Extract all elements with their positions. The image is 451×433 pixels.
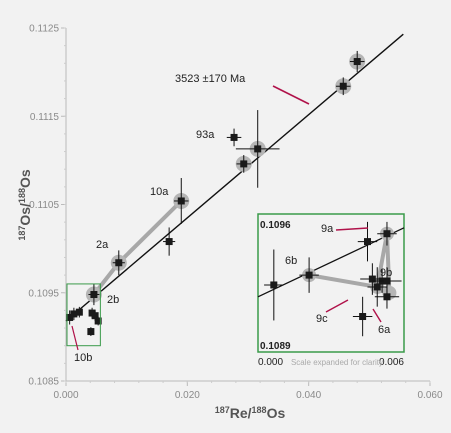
data-point <box>94 316 102 326</box>
inset-data-point <box>374 284 400 309</box>
x-tick-label: 0.020 <box>175 390 200 401</box>
inset-point-marker <box>373 283 381 291</box>
inset-label-6b: 6b <box>285 255 297 267</box>
inset-label-9a: 9a <box>321 223 334 235</box>
inset-caption: Scale expanded for clarity <box>291 358 383 367</box>
inset-point-marker <box>368 275 376 283</box>
inset-label-9c: 9c <box>316 313 328 325</box>
axes: 0.000 0.020 0.040 0.060 0.1085 0.1095 0.1105 0.… <box>17 24 443 422</box>
axis-title-part: 188 <box>17 188 27 203</box>
label-2b: 2b <box>107 294 119 306</box>
point-marker <box>165 238 173 246</box>
data-point <box>226 128 242 147</box>
data-point <box>75 306 83 318</box>
inset-callout-6a <box>372 308 382 323</box>
data-point <box>173 178 189 224</box>
inset-y-max-label: 0.1096 <box>260 220 291 231</box>
axis-title-part: 187 <box>215 405 230 415</box>
inset-point-marker <box>383 293 391 301</box>
label-2a: 2a <box>96 239 109 251</box>
data-point <box>70 307 78 321</box>
point-marker <box>254 145 262 153</box>
data-point <box>235 110 280 188</box>
y-axis-title: 187Os/188Os <box>17 169 33 241</box>
axis-title-part: / <box>17 203 33 207</box>
inset-point-marker <box>383 277 391 285</box>
data-point <box>349 50 365 73</box>
axis-title-part: Re <box>230 405 248 421</box>
label-93a: 93a <box>196 129 215 141</box>
point-marker <box>66 313 74 321</box>
inset-data-point <box>352 296 373 337</box>
point-marker <box>353 58 361 66</box>
x-tick-label: 0.040 <box>296 390 321 401</box>
inset-point-marker <box>364 238 371 246</box>
point-marker <box>87 328 95 336</box>
axis-title-part: Os <box>267 405 286 421</box>
point-marker <box>75 308 83 316</box>
inset-x-min-label: 0.000 <box>258 357 283 368</box>
axis-title-part: Os <box>17 169 33 188</box>
callouts <box>71 85 310 351</box>
y-tick-label: 0.1125 <box>29 24 59 35</box>
inset-point-marker <box>305 271 313 279</box>
point-marker <box>70 310 78 318</box>
data-point <box>236 155 252 173</box>
inset-point-marker <box>383 230 391 238</box>
y-tick-label: 0.1095 <box>28 288 59 299</box>
callout-10b <box>71 325 79 351</box>
data-point <box>66 310 74 325</box>
y-tick-label: 0.1105 <box>29 200 59 211</box>
callout-age <box>272 85 310 105</box>
inset-data-point <box>264 249 284 321</box>
inset-x-max-label: 0.006 <box>379 357 404 368</box>
axis-title-part: 187 <box>17 226 27 241</box>
point-marker <box>240 160 248 168</box>
data-point <box>87 327 95 336</box>
data-point <box>335 77 351 96</box>
data-point <box>112 250 125 276</box>
x-tick-label: 0.000 <box>53 390 78 401</box>
data-point <box>163 227 176 256</box>
inset-gray-path <box>308 231 392 293</box>
inset-callout-9a <box>335 227 369 231</box>
inset-point-marker <box>359 313 367 321</box>
point-marker <box>91 312 99 320</box>
y-tick-label: 0.1085 <box>28 377 59 388</box>
x-axis-title: 187Re/188Os <box>215 405 286 421</box>
x-tick-label: 0.060 <box>417 390 442 401</box>
y-tick-label: 0.1115 <box>30 112 60 123</box>
point-marker <box>230 133 238 141</box>
inset-y-min-label: 0.1089 <box>260 341 291 352</box>
label-age: 3523 ±170 Ma <box>175 73 246 85</box>
point-marker <box>90 291 98 299</box>
inset-callout-9c <box>325 299 349 313</box>
zoom-box <box>66 283 101 347</box>
inset-data-point <box>299 257 319 293</box>
inset-label-6a: 6a <box>378 324 391 336</box>
inset-label-9b: 9b <box>380 267 392 279</box>
label-10b: 10b <box>74 352 92 364</box>
point-marker <box>339 82 347 90</box>
axis-title-part: / <box>248 405 252 421</box>
point-marker <box>94 317 102 325</box>
inset-data-point <box>367 267 387 307</box>
data-points <box>66 50 365 336</box>
axis-title-part: 188 <box>252 405 267 415</box>
data-point <box>88 283 100 306</box>
axis-title-part: Os <box>17 207 33 226</box>
point-marker <box>115 259 123 267</box>
inset-point-marker <box>270 281 278 289</box>
point-marker <box>177 197 185 205</box>
label-10a: 10a <box>150 186 169 198</box>
point-labels: 10b 2b 2a 10a 93a 3523 ±170 Ma <box>74 73 246 364</box>
inset-data-point <box>377 221 397 246</box>
